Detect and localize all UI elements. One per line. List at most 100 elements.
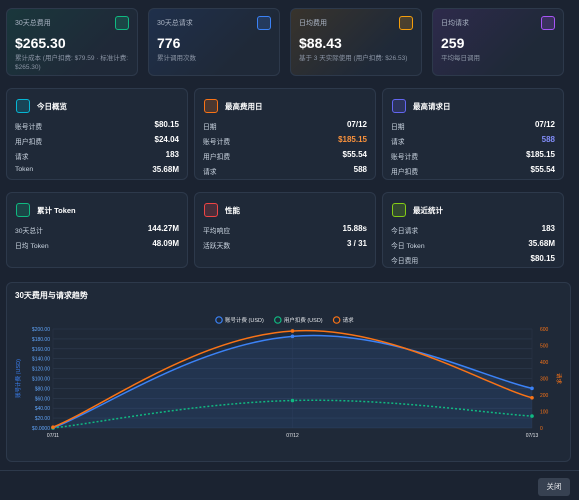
stat-label: 日均费用 — [299, 20, 327, 27]
row-value: 07/12 — [346, 120, 367, 129]
row-label: 账号计费 — [203, 139, 231, 146]
data-point — [530, 386, 534, 391]
legend-icon — [215, 316, 223, 324]
y-tick-label: $20.00 — [35, 416, 51, 422]
stat-value: $265.30 — [15, 35, 66, 51]
y2-tick-label: 200 — [540, 393, 549, 399]
data-point — [530, 396, 534, 400]
row-value: $55.54 — [530, 165, 555, 174]
row-value: 588 — [353, 165, 367, 174]
row-label: 今日 Token — [391, 243, 425, 250]
y2-tick-label: 0 — [540, 426, 543, 432]
detail-card: 今日概览 账号计费 $80.15 用户扣费 $24.04 请求 183 Token 35.68M — [6, 88, 188, 180]
row-label: 账号计费 — [15, 124, 43, 131]
data-point — [290, 398, 295, 403]
stat-label: 30天总请求 — [157, 20, 193, 27]
row-value: 3 / 31 — [346, 239, 367, 248]
row-value: $185.15 — [338, 135, 367, 144]
card-icon — [392, 99, 406, 113]
row-label: 用户扣费 — [391, 169, 419, 176]
stat-value: 776 — [157, 35, 181, 51]
y2-tick-label: 400 — [540, 360, 549, 366]
row-label: 日期 — [391, 124, 405, 131]
row-value: $185.15 — [526, 150, 555, 159]
detail-card: 最高费用日 日期 07/12 账号计费 $185.15 用户扣费 $55.54 请求 588 — [194, 88, 376, 180]
row-label: 请求 — [391, 139, 405, 146]
card-icon — [204, 203, 218, 217]
row-label: 账号计费 — [391, 154, 419, 161]
area — [53, 335, 532, 428]
y-tick-label: $180.00 — [32, 337, 50, 343]
row-label: 平均响应 — [203, 228, 231, 235]
stat-card: 30天总请求 776 累计调用次数 — [148, 8, 280, 76]
stat-note: 累计调用次数 — [157, 55, 196, 62]
card-title: 最近统计 — [413, 206, 443, 215]
y-tick-label: $80.00 — [35, 386, 51, 392]
row-value: 35.68M — [528, 239, 555, 248]
x-tick-label: 07/13 — [526, 433, 539, 439]
data-point — [290, 334, 295, 339]
row-label: 今日请求 — [391, 228, 419, 235]
detail-card: 最高请求日日期 07/12 请求 588 账号计费 $185.15 用户扣费 $55.54 — [382, 88, 564, 180]
detail-card: 最近统计 今日请求 183 今日 Token 35.68M 今日费用 $80.15 — [382, 192, 564, 268]
y2-tick-label: 500 — [540, 344, 549, 350]
chart-panel: 30天费用与请求趋势 $0.0000 $20.00 $40.00 $60.00 $80.0… — [6, 282, 571, 462]
stat-card: 日均请求 259 平均每日调用 — [432, 8, 564, 76]
x-tick-label: 07/11 — [47, 433, 59, 439]
row-value: $80.15 — [154, 120, 179, 129]
card-title: 今日概览 — [37, 102, 67, 111]
x-tick-label: 07/12 — [286, 433, 299, 439]
y-tick-label: $100.00 — [32, 377, 50, 383]
legend-label: 请求 — [343, 316, 355, 324]
close-button[interactable]: 关闭 — [538, 478, 570, 496]
y-tick-label: $0.0000 — [32, 426, 50, 432]
y2-tick-label: 600 — [540, 327, 549, 333]
data-point — [290, 329, 295, 333]
card-title: 性能 — [225, 206, 240, 215]
row-value: 15.88s — [342, 224, 367, 233]
y-tick-label: $200.00 — [32, 327, 50, 333]
row-label: 日期 — [203, 124, 217, 131]
row-value: 144.27M — [147, 224, 179, 233]
row-label: 用户扣费 — [15, 139, 43, 146]
row-value: 07/12 — [534, 120, 555, 129]
y-tick-label: $60.00 — [35, 396, 51, 402]
row-value: 48.09M — [152, 239, 179, 248]
y-tick-label: $120.00 — [32, 367, 50, 373]
legend-label: 用户扣费 (USD) — [284, 316, 323, 324]
y-tick-label: $140.00 — [32, 357, 50, 363]
card-icon — [204, 99, 218, 113]
data-point — [530, 414, 534, 418]
row-label: 今日费用 — [391, 258, 419, 265]
stat-note: 基于 3 天实际使用 (用户扣费: $26.53) — [299, 55, 408, 62]
row-label: 活跃天数 — [203, 243, 231, 250]
card-icon — [16, 203, 30, 217]
y-tick-label: $40.00 — [35, 406, 51, 412]
row-label: 请求 — [15, 154, 29, 161]
row-label: 日均 Token — [15, 243, 49, 250]
stat-card: 日均费用 $88.43 基于 3 天实际使用 (用户扣费: $26.53) — [290, 8, 422, 76]
card-icon — [392, 203, 406, 217]
y2-tick-label: 100 — [540, 410, 549, 416]
legend-label: 账号计费 (USD) — [225, 316, 264, 324]
y2-axis-label: 请求 — [555, 373, 563, 385]
stat-value: 259 — [441, 35, 465, 51]
footer-divider — [0, 470, 579, 471]
stat-icon — [257, 16, 271, 30]
data-point — [51, 425, 55, 429]
stat-label: 日均请求 — [441, 20, 469, 27]
card-title: 最高费用日 — [225, 102, 263, 111]
legend-icon — [274, 316, 282, 324]
stat-icon — [399, 16, 413, 30]
row-value: 183 — [541, 224, 555, 233]
row-value: $24.04 — [154, 135, 179, 144]
row-value: 588 — [541, 135, 555, 144]
stat-icon — [115, 16, 129, 30]
chart: 30天费用与请求趋势 $0.0000 $20.00 $40.00 $60.00 $80.0… — [14, 290, 563, 439]
row-label: 请求 — [203, 169, 217, 176]
y-tick-label: $160.00 — [32, 347, 50, 353]
chart-title: 30天费用与请求趋势 — [15, 290, 88, 300]
card-title: 最高请求日 — [413, 102, 451, 111]
row-label: 用户扣费 — [203, 154, 231, 161]
